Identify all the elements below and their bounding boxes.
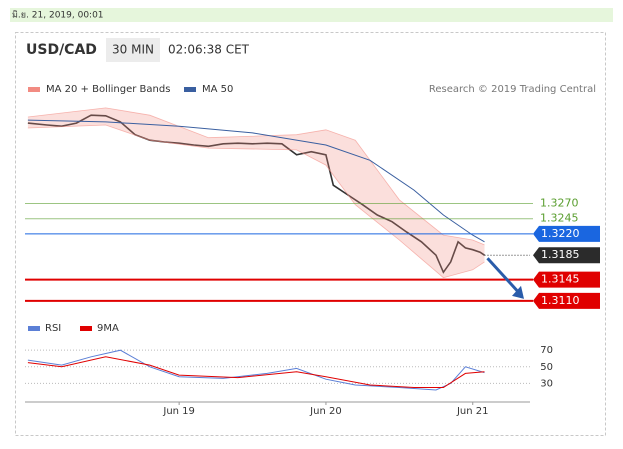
top-bar [10, 8, 613, 22]
level-label: 1.3110 [541, 294, 580, 307]
indicator-line [27, 349, 485, 391]
panel [15, 32, 606, 436]
timestamp: มิ.ย. 21, 2019, 00:01 [12, 10, 104, 21]
band-lower [27, 124, 485, 279]
x-tick-label: Jun 19 [162, 406, 195, 417]
legend-label: MA 50 [202, 84, 233, 95]
legend-swatch [28, 87, 40, 92]
credit: Research © 2019 Trading Central [429, 84, 596, 95]
legend-swatch [28, 326, 40, 331]
price-line [27, 114, 485, 274]
x-tick-label: Jun 20 [309, 406, 342, 417]
level-box [533, 247, 600, 264]
chart-title: USD/CAD [26, 42, 97, 58]
level-label: 1.3245 [540, 212, 579, 225]
legend-label: 9MA [97, 323, 119, 334]
forecast-arrow [486, 257, 522, 295]
x-tick-label: Jun 21 [456, 406, 489, 417]
level-box [533, 271, 600, 288]
time: 02:06:38 CET [168, 43, 250, 57]
level-label: 1.3270 [540, 196, 579, 209]
y-tick-label: 30 [540, 378, 553, 389]
y-tick-label: 50 [540, 362, 553, 373]
level-box [533, 225, 600, 242]
level-label: 1.3145 [541, 273, 580, 286]
legend-label: RSI [45, 323, 61, 334]
legend-swatch [80, 326, 92, 331]
y-tick-label: 70 [540, 345, 553, 356]
interval: 30 MIN [112, 43, 154, 57]
band-upper [27, 107, 485, 246]
ma-line [27, 119, 485, 243]
level-box [533, 292, 600, 309]
level-label: 1.3220 [541, 227, 580, 240]
interval-box [106, 38, 160, 62]
forecast-arrowhead [512, 285, 524, 299]
level-label: 1.3185 [541, 248, 580, 261]
indicator-line [27, 356, 485, 388]
legend-label: MA 20 + Bollinger Bands [46, 84, 170, 95]
legend-swatch [184, 87, 196, 92]
bollinger-band [27, 107, 485, 278]
